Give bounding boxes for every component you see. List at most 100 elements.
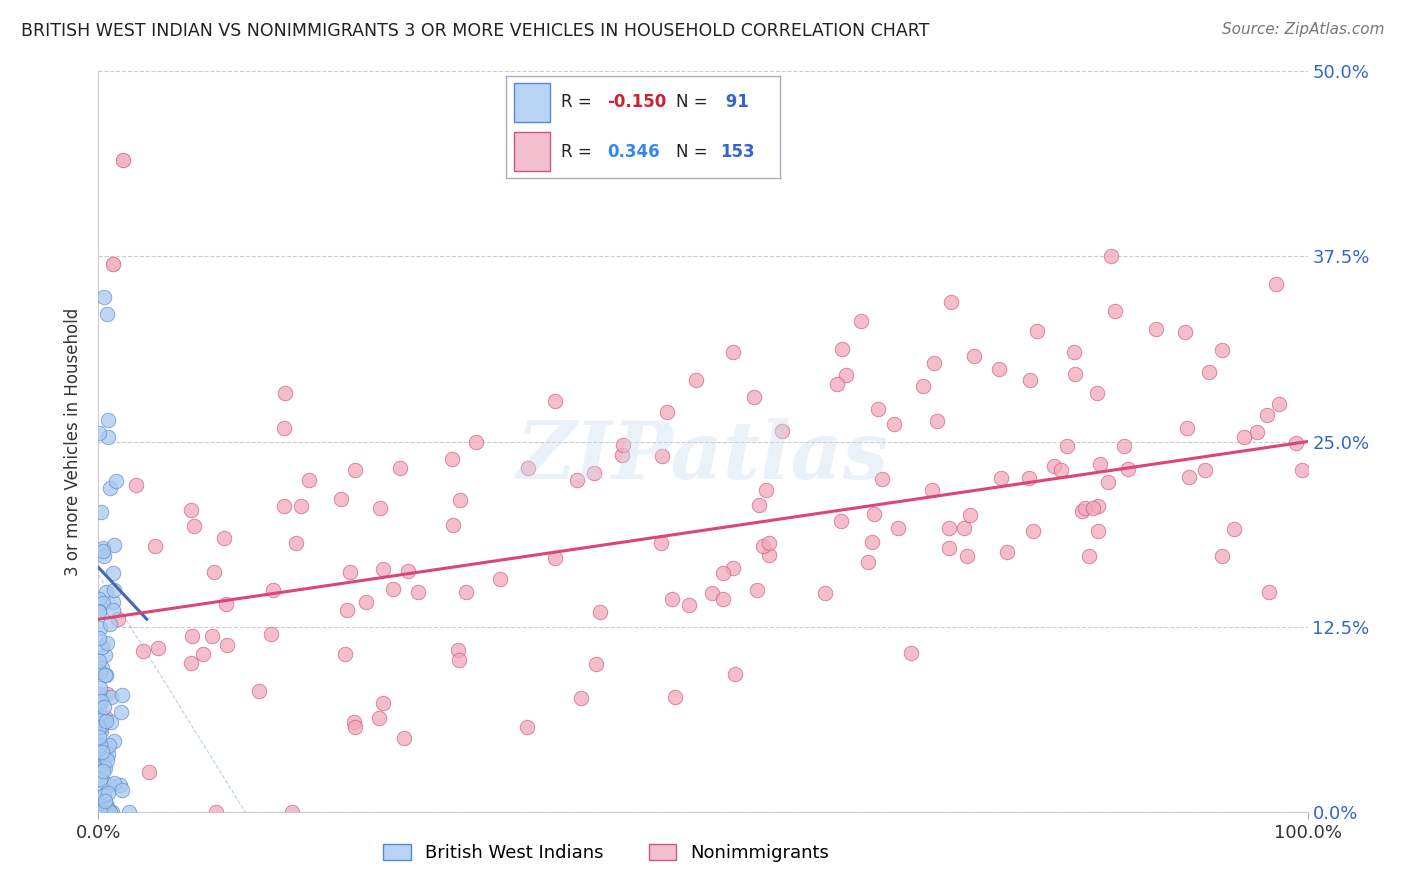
Point — [108, 778, 131, 792]
Point — [330, 491, 353, 506]
Point — [212, 531, 235, 545]
Point — [1043, 458, 1066, 473]
Point — [93, 788, 115, 802]
Point — [1099, 249, 1122, 263]
Point — [191, 647, 214, 661]
Point — [382, 582, 405, 596]
Point — [863, 508, 886, 522]
Point — [201, 629, 224, 643]
Point — [96, 797, 118, 811]
Point — [103, 734, 125, 748]
Point — [98, 738, 121, 752]
Point — [371, 562, 394, 576]
Point — [1085, 386, 1108, 401]
Text: 0.346: 0.346 — [607, 143, 661, 161]
Point — [589, 605, 612, 619]
Point — [700, 585, 723, 599]
Point — [834, 368, 856, 382]
Point — [90, 694, 112, 708]
Point — [91, 789, 114, 803]
Point — [1246, 425, 1268, 440]
Point — [887, 521, 910, 535]
Point — [612, 437, 634, 451]
Point — [87, 631, 110, 645]
Point — [105, 475, 128, 489]
Point — [101, 257, 124, 271]
Point — [758, 548, 780, 562]
Point — [440, 452, 463, 467]
Point — [745, 582, 768, 597]
Point — [339, 565, 361, 579]
Point — [91, 541, 114, 555]
Point — [90, 505, 112, 519]
Point — [103, 776, 125, 790]
Point — [96, 687, 118, 701]
Point — [661, 592, 683, 607]
Point — [1291, 463, 1313, 477]
Point — [94, 747, 117, 761]
Legend: British West Indians, Nonimmigrants: British West Indians, Nonimmigrants — [377, 837, 837, 870]
Point — [98, 616, 121, 631]
Point — [180, 657, 202, 671]
Point — [125, 478, 148, 492]
Point — [1175, 421, 1198, 435]
Point — [1081, 500, 1104, 515]
Point — [98, 805, 121, 819]
Point — [87, 700, 110, 714]
Point — [447, 642, 470, 657]
Point — [921, 483, 943, 498]
Point — [96, 802, 118, 816]
Point — [90, 661, 112, 675]
Point — [93, 757, 115, 772]
Point — [406, 585, 429, 599]
Point — [87, 730, 110, 744]
Point — [96, 307, 118, 321]
Point — [103, 538, 125, 552]
Point — [90, 724, 112, 739]
Point — [371, 696, 394, 710]
Point — [89, 772, 111, 786]
Point — [91, 640, 114, 654]
Point — [814, 586, 837, 600]
Point — [1211, 549, 1233, 563]
Point — [655, 405, 678, 419]
Point — [938, 521, 960, 535]
Point — [89, 767, 111, 781]
Point — [217, 638, 239, 652]
Point — [111, 153, 134, 168]
Point — [215, 598, 238, 612]
Point — [900, 646, 922, 660]
Point — [367, 711, 389, 725]
Point — [93, 761, 115, 775]
Point — [650, 535, 672, 549]
Point — [1026, 324, 1049, 338]
Point — [368, 501, 391, 516]
Text: ZIPatlas: ZIPatlas — [517, 417, 889, 495]
Point — [1077, 549, 1099, 563]
Point — [911, 379, 934, 393]
Point — [100, 714, 122, 729]
Point — [87, 426, 110, 441]
Point — [143, 540, 166, 554]
Point — [284, 536, 307, 550]
Point — [938, 541, 960, 556]
Point — [98, 805, 121, 819]
Point — [96, 754, 118, 768]
Point — [758, 536, 780, 550]
Point — [1087, 499, 1109, 513]
Text: R =: R = — [561, 94, 598, 112]
Point — [274, 386, 297, 401]
Point — [862, 535, 884, 549]
Point — [959, 508, 981, 522]
Point — [91, 795, 114, 809]
Point — [90, 720, 112, 734]
Point — [98, 778, 121, 792]
Point — [91, 544, 114, 558]
Point — [93, 714, 115, 728]
Point — [87, 745, 110, 759]
Point — [91, 773, 114, 788]
Point — [89, 713, 111, 727]
Point — [183, 519, 205, 533]
Point — [1070, 504, 1092, 518]
Point — [516, 719, 538, 733]
